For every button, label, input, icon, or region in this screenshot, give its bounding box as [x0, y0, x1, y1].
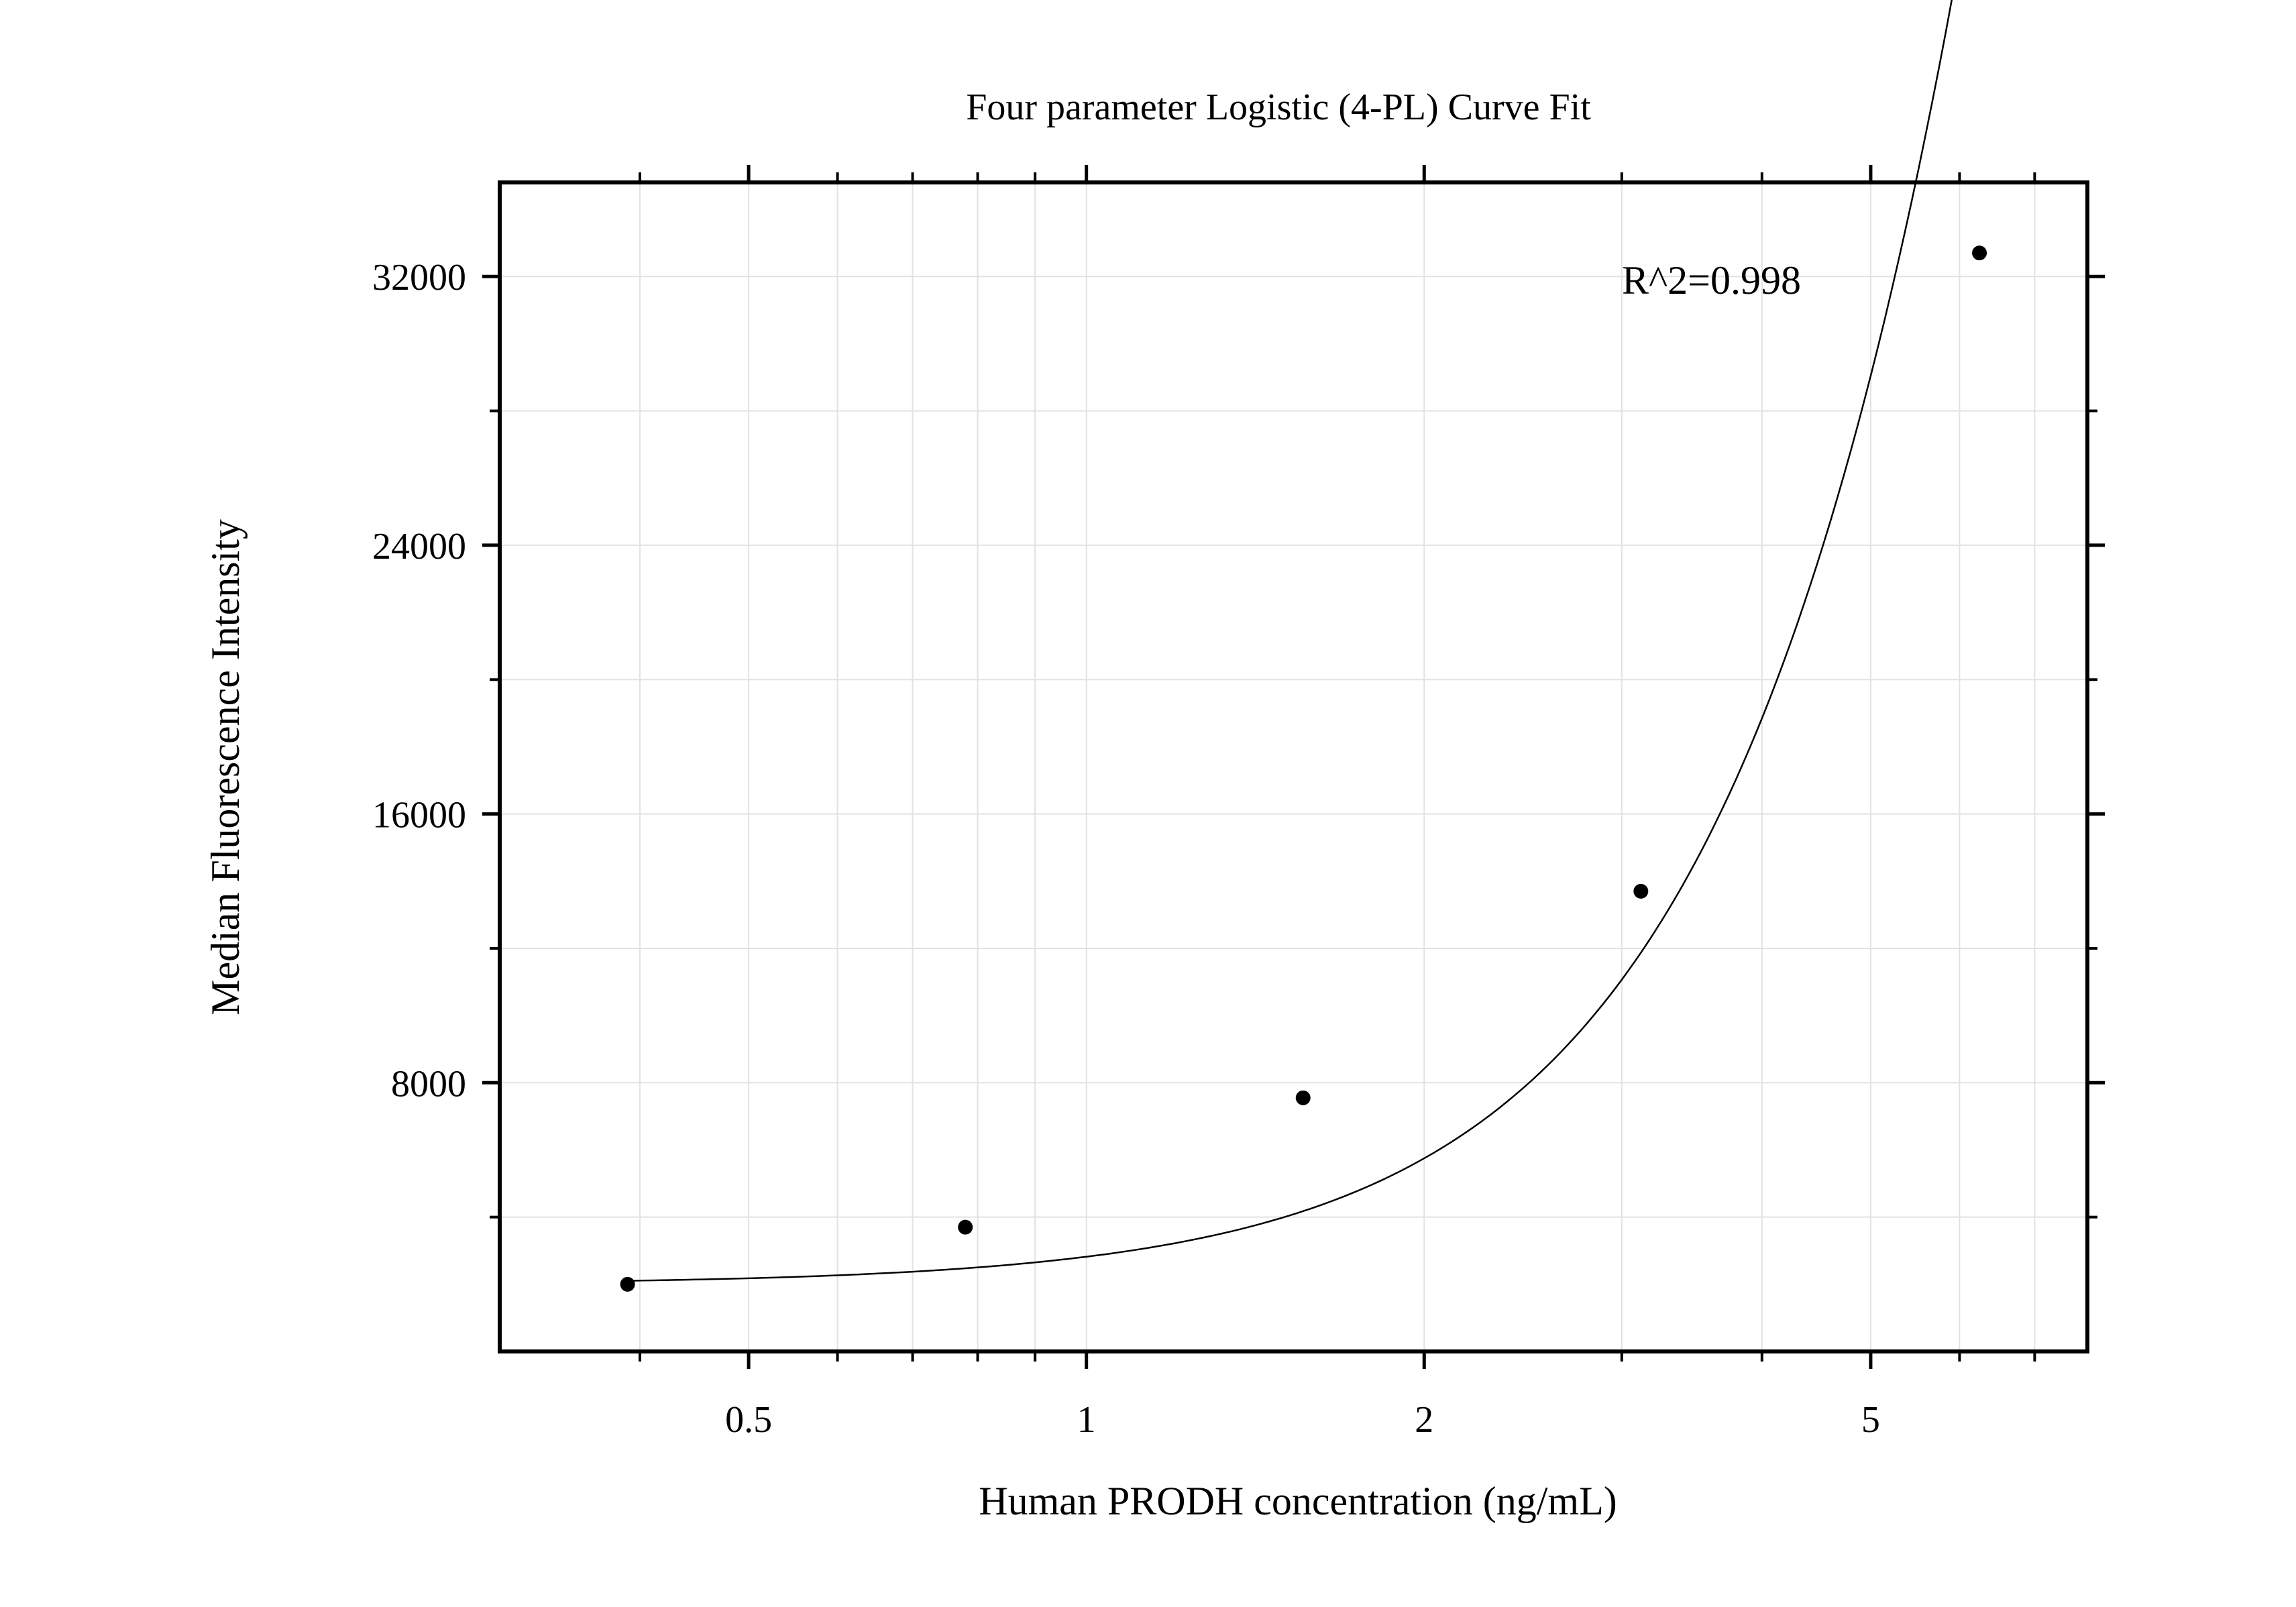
data-point — [1295, 1090, 1311, 1105]
r-squared-annotation: R^2=0.998 — [1622, 258, 1801, 302]
data-point — [958, 1219, 973, 1235]
tick-labels: 0.5 1 2 5 8000 16000 24000 32000 — [372, 257, 1880, 1441]
fit-curve-line — [627, 0, 1953, 1282]
y-tick-label: 8000 — [391, 1063, 466, 1105]
data-point — [620, 1276, 635, 1292]
x-tick-label: 5 — [1861, 1399, 1880, 1441]
data-point — [1633, 883, 1649, 899]
y-tick-label: 24000 — [372, 526, 466, 567]
plot-frame — [498, 180, 2089, 1353]
points-layer — [620, 245, 1987, 1292]
grid-layer — [500, 182, 2087, 1351]
x-tick-label: 0.5 — [725, 1399, 772, 1441]
ticks-layer — [482, 165, 2105, 1369]
x-tick-label: 2 — [1415, 1399, 1433, 1441]
curve-layer — [627, 0, 1953, 1282]
y-tick-label: 16000 — [372, 795, 466, 836]
y-tick-label: 32000 — [372, 257, 466, 298]
chart-title: Four parameter Logistic (4-PL) Curve Fit — [966, 87, 1591, 128]
x-tick-label: 1 — [1077, 1399, 1096, 1441]
y-axis-label: Median Fluorescence Intensity — [203, 519, 248, 1015]
data-point — [1972, 245, 1987, 261]
x-axis-label: Human PRODH concentration (ng/mL) — [979, 1479, 1617, 1523]
